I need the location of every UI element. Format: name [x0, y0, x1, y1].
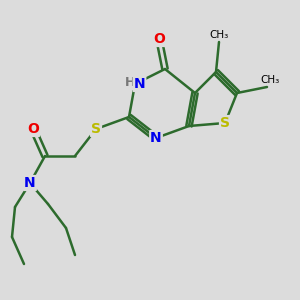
Text: O: O [27, 122, 39, 136]
Text: N: N [134, 77, 145, 91]
Text: O: O [153, 32, 165, 46]
Text: CH₃: CH₃ [260, 75, 280, 85]
Text: N: N [150, 131, 162, 145]
Text: S: S [220, 116, 230, 130]
Text: H: H [125, 76, 136, 89]
Text: N: N [24, 176, 36, 190]
Text: CH₃: CH₃ [209, 30, 229, 40]
Text: S: S [91, 122, 101, 136]
